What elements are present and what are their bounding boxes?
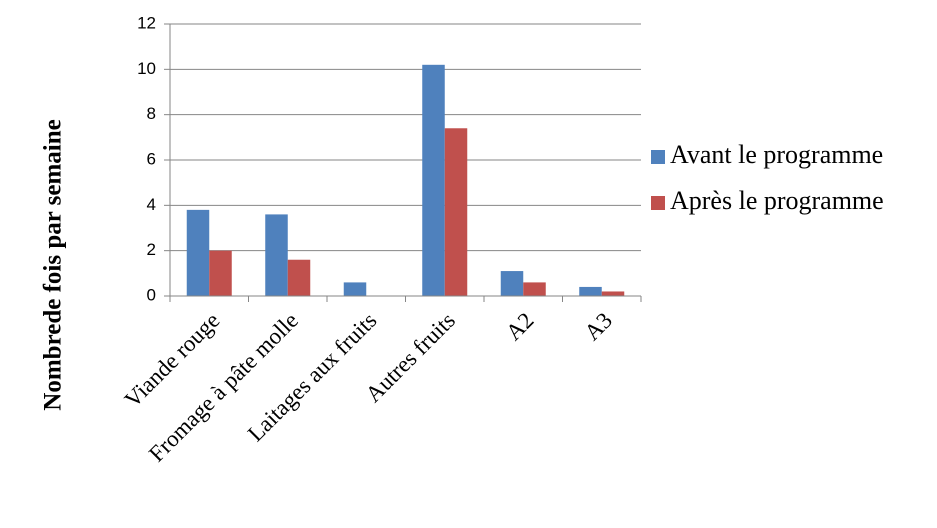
- y-tick-labels: 0 2 4 6 8 10 12: [137, 13, 156, 304]
- bar-avant: [579, 286, 602, 296]
- legend-label: Avant le programme: [670, 140, 883, 169]
- bar-apres: [601, 291, 625, 296]
- x-category-label: A3: [579, 308, 617, 346]
- bar-apres: [287, 259, 311, 296]
- bar-apres: [444, 128, 468, 296]
- y-tick-label: 4: [147, 195, 156, 214]
- y-axis-label: Nombrede fois par semaine: [40, 119, 67, 410]
- y-tick-label: 12: [137, 13, 156, 32]
- y-tick-label: 0: [147, 285, 156, 304]
- legend: Avant le programme Après le programme: [651, 140, 884, 215]
- bar-apres: [209, 250, 232, 296]
- bar-apres: [523, 282, 546, 296]
- bar-avant: [422, 64, 445, 296]
- legend-swatch: [651, 150, 665, 164]
- x-category-label: A2: [501, 308, 539, 346]
- legend-swatch: [651, 196, 665, 210]
- y-tick-label: 8: [147, 104, 156, 123]
- bar-avant: [186, 209, 210, 296]
- legend-label: Après le programme: [670, 186, 884, 215]
- axes: [164, 23, 642, 302]
- bars: [186, 64, 625, 296]
- y-tick-label: 2: [147, 240, 156, 259]
- bar-avant: [500, 271, 524, 296]
- gridlines: [170, 23, 641, 252]
- y-tick-label: 6: [147, 149, 156, 168]
- x-category-label: Fromage à pâte molle: [144, 308, 303, 467]
- bar-avant: [343, 282, 367, 296]
- bar-avant: [265, 214, 288, 296]
- y-tick-label: 10: [137, 59, 156, 78]
